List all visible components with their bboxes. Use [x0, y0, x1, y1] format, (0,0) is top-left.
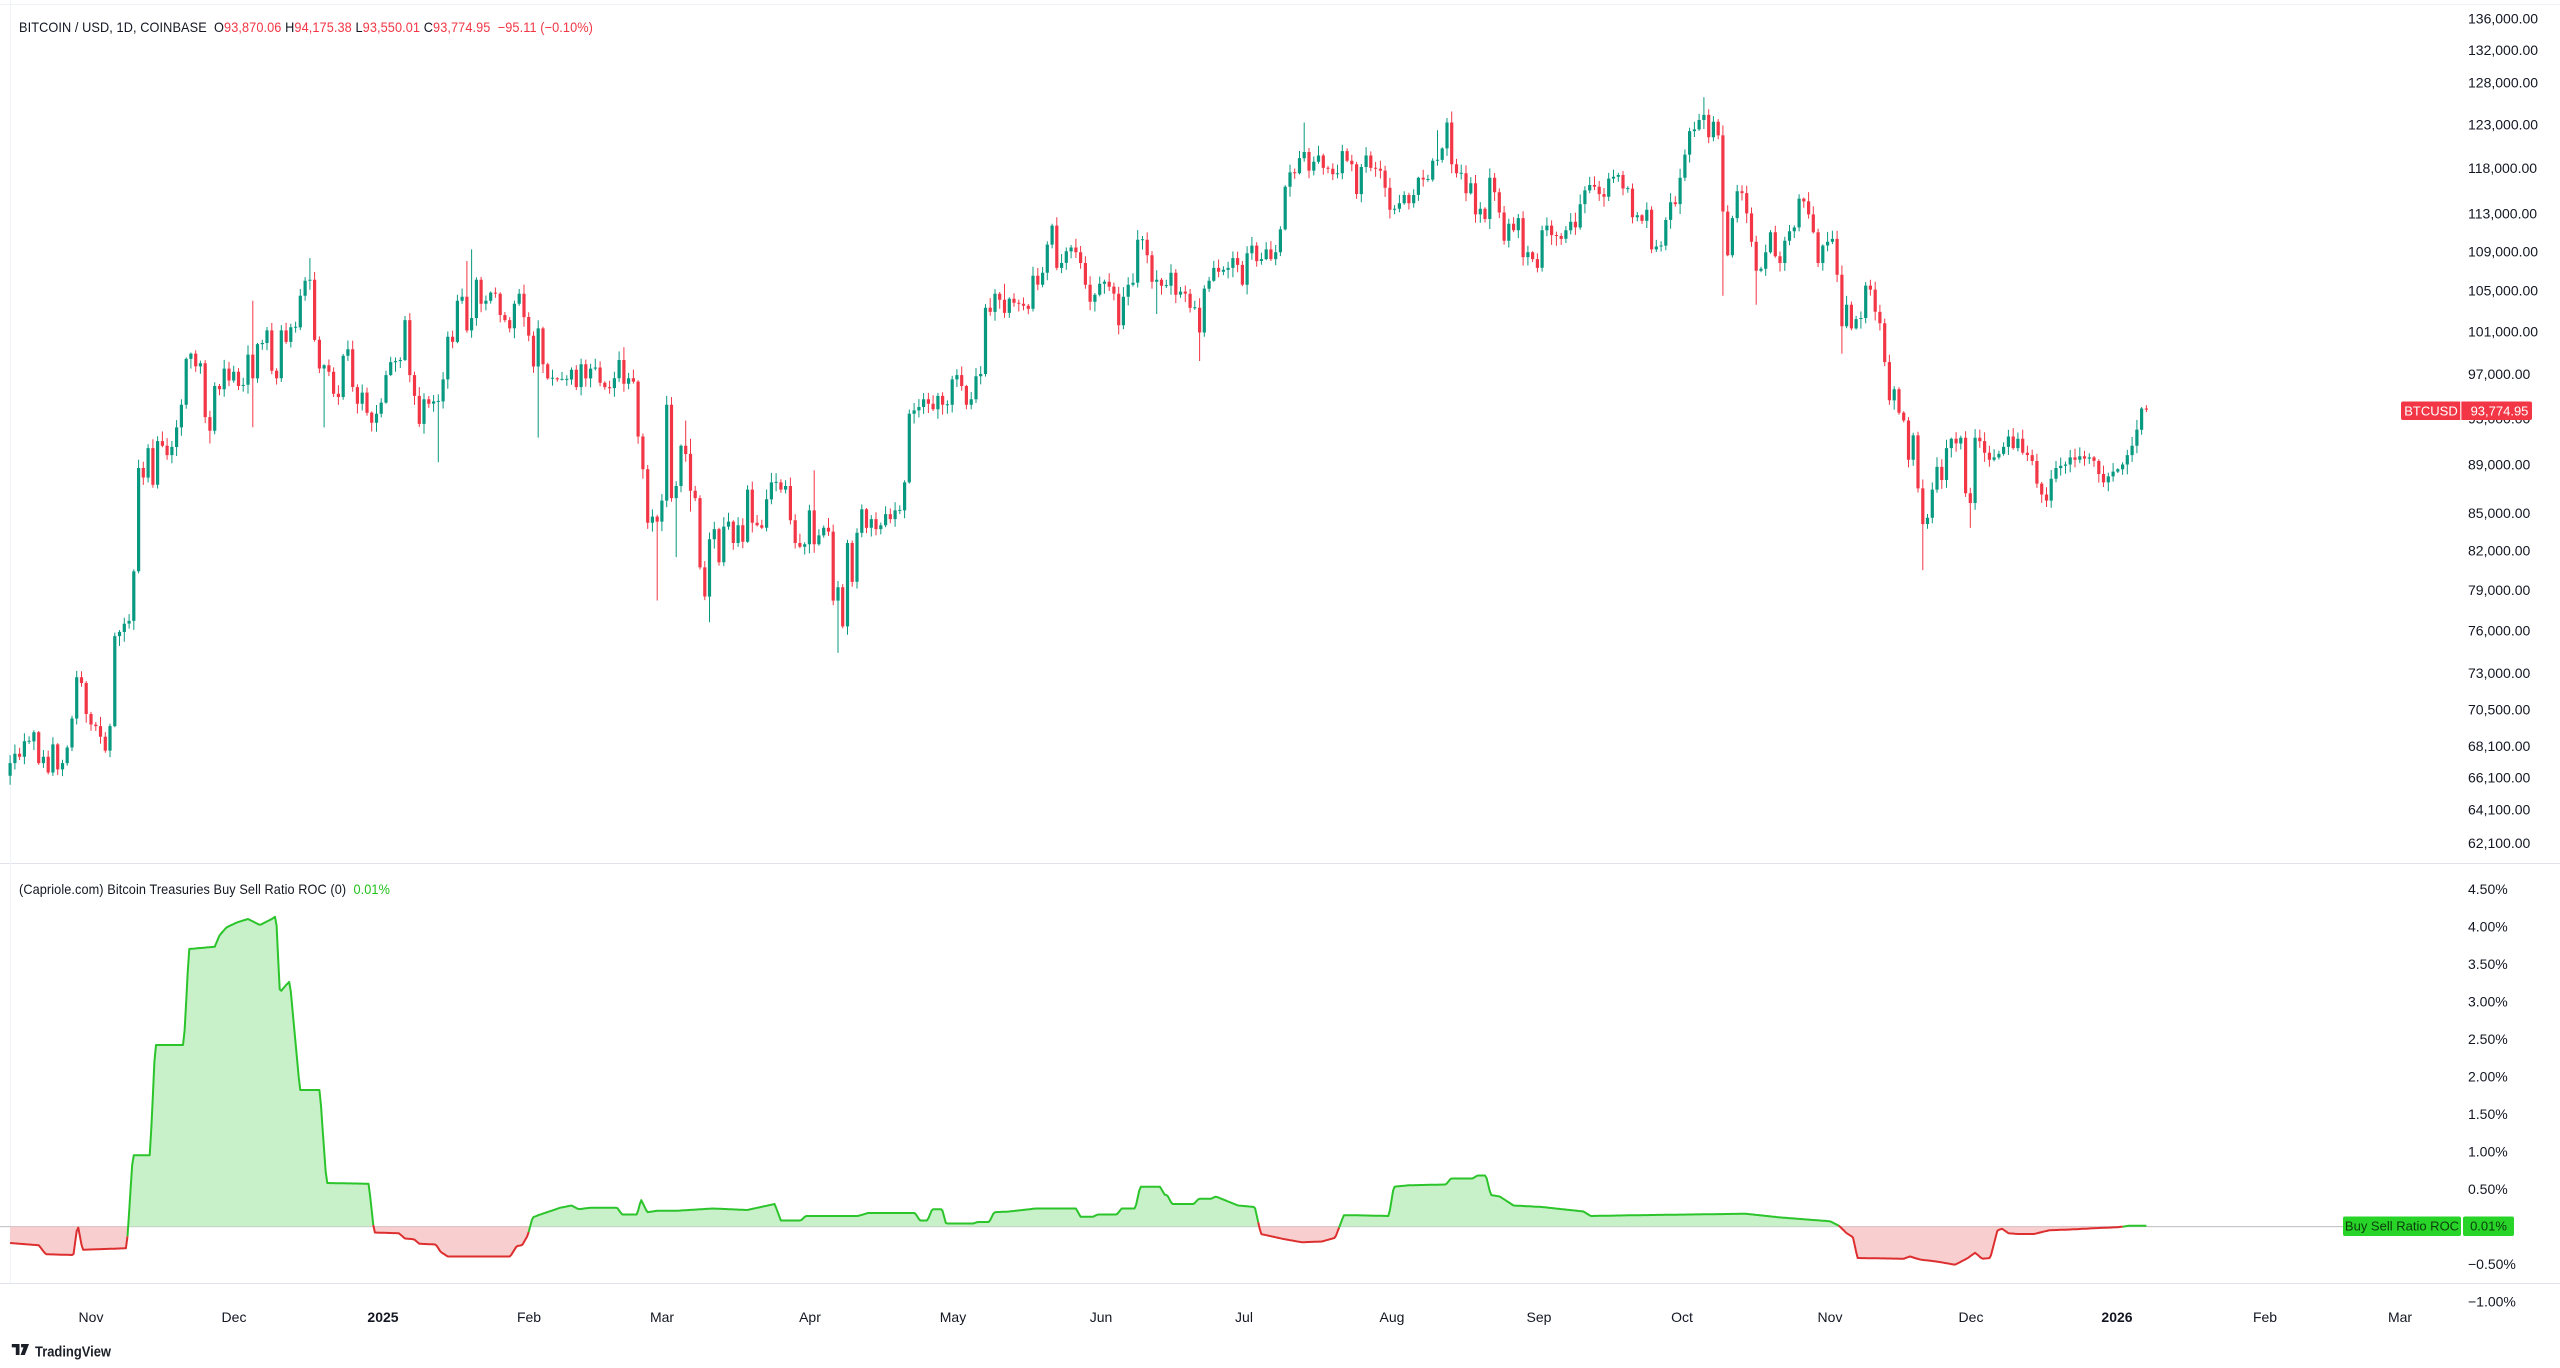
svg-text:79,000.00: 79,000.00	[2468, 582, 2530, 598]
svg-text:2025: 2025	[367, 1309, 398, 1325]
svg-text:Apr: Apr	[799, 1309, 821, 1325]
svg-text:Jun: Jun	[1090, 1309, 1113, 1325]
svg-text:82,000.00: 82,000.00	[2468, 543, 2530, 559]
svg-text:66,100.00: 66,100.00	[2468, 769, 2530, 785]
svg-text:3.50%: 3.50%	[2468, 956, 2508, 972]
svg-text:Feb: Feb	[517, 1309, 541, 1325]
svg-text:Nov: Nov	[79, 1309, 104, 1325]
svg-text:Nov: Nov	[1818, 1309, 1843, 1325]
svg-text:1.00%: 1.00%	[2468, 1144, 2508, 1160]
svg-text:3.00%: 3.00%	[2468, 994, 2508, 1010]
svg-text:136,000.00: 136,000.00	[2468, 11, 2538, 27]
svg-text:−1.00%: −1.00%	[2468, 1294, 2516, 1310]
svg-text:−0.50%: −0.50%	[2468, 1256, 2516, 1272]
svg-text:128,000.00: 128,000.00	[2468, 74, 2538, 90]
svg-text:97,000.00: 97,000.00	[2468, 366, 2530, 382]
svg-text:May: May	[940, 1309, 966, 1325]
svg-text:76,000.00: 76,000.00	[2468, 623, 2530, 639]
svg-text:(Capriole.com) Bitcoin Treasur: (Capriole.com) Bitcoin Treasuries Buy Se…	[19, 881, 390, 897]
svg-text:105,000.00: 105,000.00	[2468, 283, 2538, 299]
svg-text:Feb: Feb	[2253, 1309, 2277, 1325]
svg-text:118,000.00: 118,000.00	[2468, 160, 2537, 176]
svg-text:Oct: Oct	[1671, 1309, 1693, 1325]
svg-text:132,000.00: 132,000.00	[2468, 42, 2538, 58]
svg-text:BTCUSD: BTCUSD	[2404, 404, 2457, 419]
svg-text:Jul: Jul	[1235, 1309, 1253, 1325]
svg-text:Mar: Mar	[2388, 1309, 2412, 1325]
svg-text:73,000.00: 73,000.00	[2468, 665, 2530, 681]
svg-text:109,000.00: 109,000.00	[2468, 243, 2538, 259]
svg-text:62,100.00: 62,100.00	[2468, 835, 2530, 851]
svg-text:2.00%: 2.00%	[2468, 1069, 2508, 1085]
svg-text:93,774.95: 93,774.95	[2471, 404, 2529, 419]
svg-text:68,100.00: 68,100.00	[2468, 738, 2530, 754]
svg-text:2.50%: 2.50%	[2468, 1031, 2508, 1047]
svg-text:123,000.00: 123,000.00	[2468, 116, 2538, 132]
svg-text:Mar: Mar	[650, 1309, 674, 1325]
svg-text:64,100.00: 64,100.00	[2468, 802, 2530, 818]
svg-text:70,500.00: 70,500.00	[2468, 702, 2530, 718]
svg-text:Buy Sell Ratio ROC: Buy Sell Ratio ROC	[2345, 1219, 2459, 1234]
svg-text:2026: 2026	[2101, 1309, 2132, 1325]
svg-text:Dec: Dec	[1959, 1309, 1984, 1325]
svg-text:TradingView: TradingView	[35, 1345, 112, 1361]
svg-text:Sep: Sep	[1527, 1309, 1552, 1325]
svg-text:4.50%: 4.50%	[2468, 881, 2508, 897]
svg-text:Dec: Dec	[222, 1309, 247, 1325]
svg-text:113,000.00: 113,000.00	[2468, 205, 2537, 221]
svg-text:101,000.00: 101,000.00	[2468, 324, 2538, 340]
svg-text:1.50%: 1.50%	[2468, 1106, 2508, 1122]
svg-text:Aug: Aug	[1380, 1309, 1405, 1325]
svg-text:0.50%: 0.50%	[2468, 1181, 2508, 1197]
svg-text:89,000.00: 89,000.00	[2468, 457, 2530, 473]
svg-text:4.00%: 4.00%	[2468, 919, 2508, 935]
svg-text:85,000.00: 85,000.00	[2468, 505, 2530, 521]
svg-text:BITCOIN / USD, 1D, COINBASE O: BITCOIN / USD, 1D, COINBASE O93,870.06 H…	[19, 19, 593, 35]
svg-text:0.01%: 0.01%	[2470, 1219, 2507, 1234]
